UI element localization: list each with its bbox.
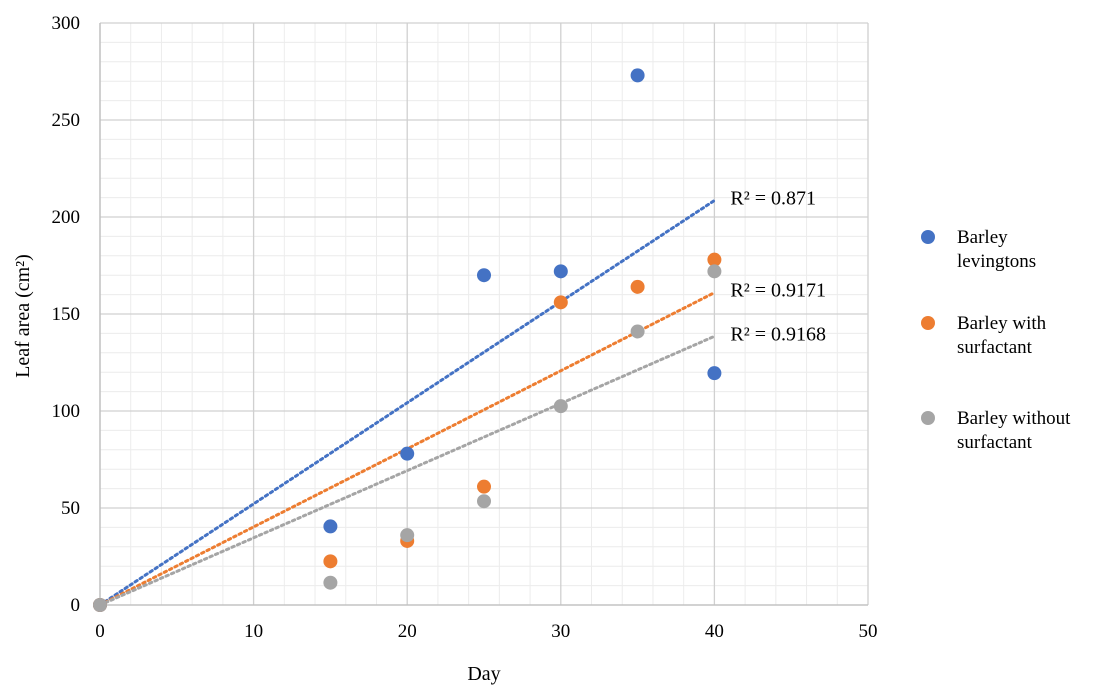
data-point-series-1 xyxy=(400,446,415,461)
data-point-series-1 xyxy=(630,68,645,83)
legend-marker xyxy=(921,316,935,330)
data-point-series-1 xyxy=(477,268,491,283)
data-point-series-3 xyxy=(477,494,491,509)
data-point-series-2 xyxy=(477,479,491,494)
data-point-series-3 xyxy=(400,528,415,543)
x-tick-label: 50 xyxy=(859,621,878,642)
y-tick-label: 0 xyxy=(71,595,81,616)
r2-label-series-3: R² = 0.9168 xyxy=(730,323,826,345)
data-point-series-2 xyxy=(553,295,568,310)
y-tick-label: 50 xyxy=(61,498,80,519)
x-tick-label: 30 xyxy=(551,621,570,642)
trendline-series-3 xyxy=(98,334,716,607)
data-point-series-3 xyxy=(707,264,722,279)
trendline-series-1 xyxy=(98,199,716,607)
legend-marker xyxy=(921,230,935,244)
axes xyxy=(99,23,868,606)
y-tick-labels: 0 50 100 150 200 250 300 xyxy=(52,13,81,616)
x-tick-label: 0 xyxy=(95,621,105,642)
r-squared-labels: R² = 0.871 R² = 0.9171 R² = 0.9168 xyxy=(730,188,826,346)
data-point-series-2 xyxy=(707,252,722,267)
data-point-series-3 xyxy=(323,575,338,590)
y-tick-label: 150 xyxy=(52,304,81,325)
y-tick-label: 300 xyxy=(52,13,81,34)
legend-label: Barley levingtons xyxy=(957,227,1036,272)
legend-item-series-2: Barley with surfactant xyxy=(921,313,1047,358)
y-axis-title: Leaf area (cm²) xyxy=(12,254,34,378)
major-gridlines xyxy=(99,22,869,606)
data-point-series-1 xyxy=(707,366,722,381)
data-point-series-3 xyxy=(553,399,568,414)
legend-item-series-1: Barley levingtons xyxy=(921,227,1036,272)
x-tick-label: 40 xyxy=(705,621,724,642)
legend-marker xyxy=(921,411,935,425)
data-point-series-2 xyxy=(323,554,338,569)
legend: Barley levingtons Barley with surfactant Bar… xyxy=(921,227,1071,453)
y-tick-label: 250 xyxy=(52,110,81,131)
r2-label-series-1: R² = 0.871 xyxy=(730,188,816,210)
data-point-series-2 xyxy=(630,279,645,294)
data-point-series-3 xyxy=(630,324,645,339)
legend-item-series-3: Barley without surfactant xyxy=(921,408,1071,453)
x-axis-title: Day xyxy=(467,663,500,685)
y-tick-label: 100 xyxy=(52,401,81,422)
data-point-series-1 xyxy=(553,264,568,279)
data-point-series-1 xyxy=(323,519,338,534)
legend-label: Barley with surfactant xyxy=(957,313,1047,358)
y-tick-label: 200 xyxy=(52,207,81,228)
r2-label-series-2: R² = 0.9171 xyxy=(730,280,826,302)
x-tick-labels: 0 10 20 30 40 50 xyxy=(95,621,877,642)
data-point-series-3 xyxy=(93,598,107,612)
data-points xyxy=(93,68,722,612)
x-tick-label: 20 xyxy=(398,621,417,642)
legend-label: Barley without surfactant xyxy=(957,408,1071,453)
x-tick-label: 10 xyxy=(244,621,263,642)
